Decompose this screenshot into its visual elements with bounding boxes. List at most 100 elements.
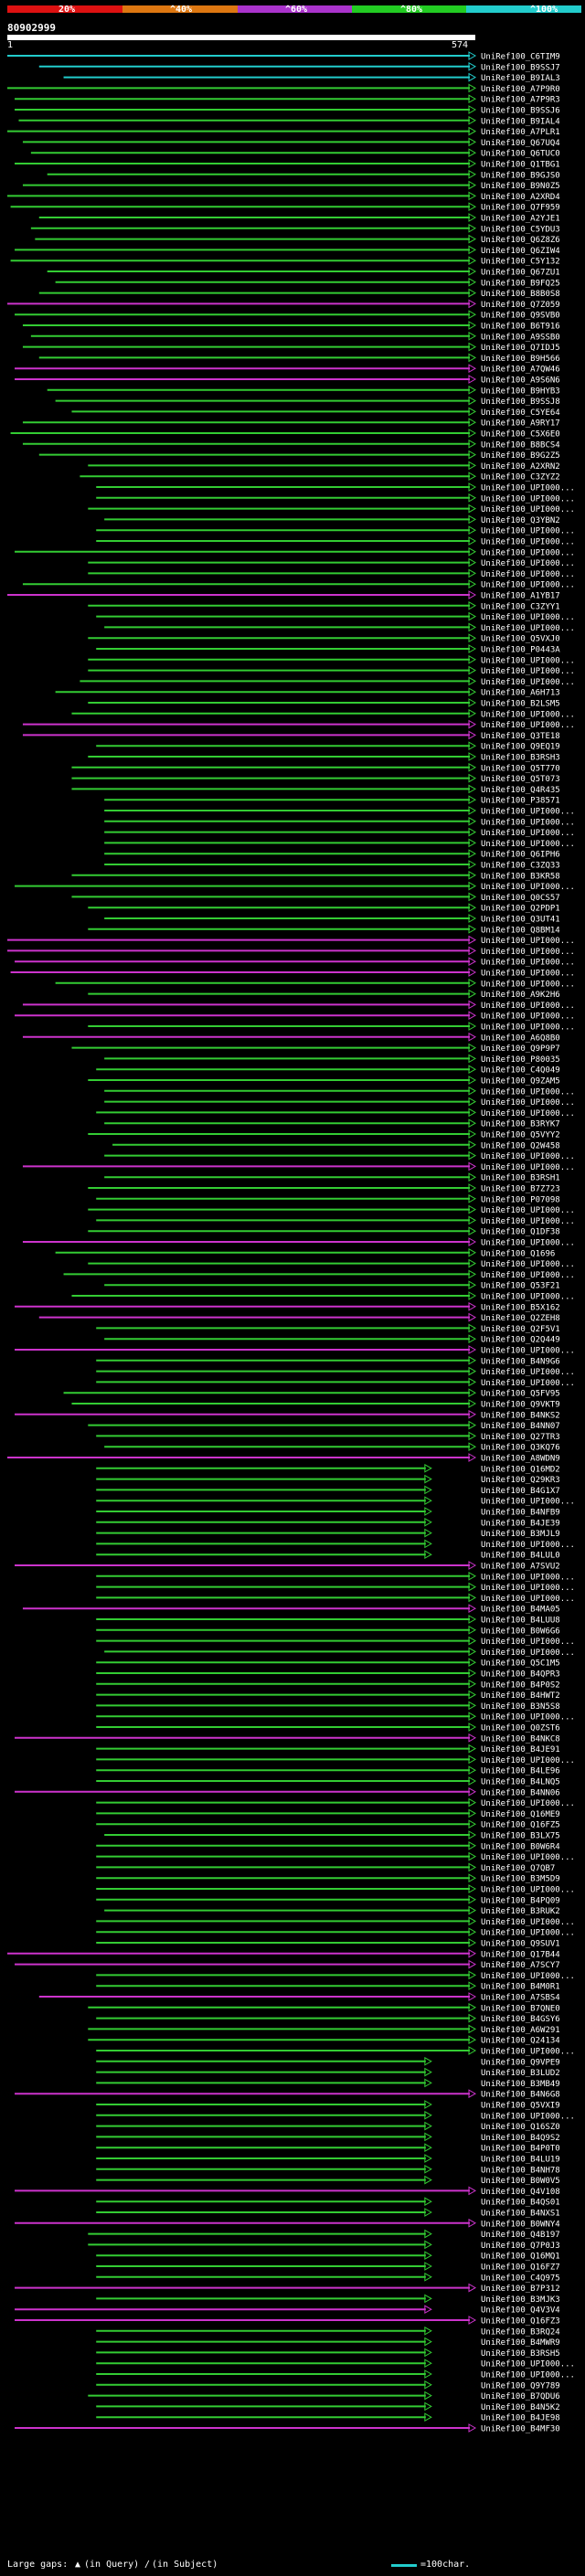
- hit-label[interactable]: UniRef100_B3LX75: [481, 1832, 560, 1841]
- hit-label[interactable]: UniRef100_C5YDU3: [481, 225, 560, 234]
- hit-label[interactable]: UniRef100_B4GSY6: [481, 2015, 560, 2024]
- hit-label[interactable]: UniRef100_Q8BM14: [481, 926, 560, 935]
- hit-label[interactable]: UniRef100_B3RYK7: [481, 1120, 560, 1129]
- hit-label[interactable]: UniRef100_B4MWR9: [481, 2338, 560, 2348]
- hit-label[interactable]: UniRef100_Q3TE18: [481, 732, 560, 741]
- hit-label[interactable]: UniRef100_A7QW46: [481, 366, 560, 375]
- hit-label[interactable]: UniRef100_Q6Z8Z6: [481, 236, 560, 245]
- hit-label[interactable]: UniRef100_B0W0V5: [481, 2177, 560, 2186]
- hit-label[interactable]: UniRef100_A7SBS4: [481, 1994, 560, 2003]
- hit-label[interactable]: UniRef100_P07098: [481, 1195, 560, 1204]
- hit-label[interactable]: UniRef100_B4N6G8: [481, 2091, 560, 2100]
- hit-label[interactable]: UniRef100_UPI000...: [481, 548, 575, 557]
- hit-label[interactable]: UniRef100_C3ZYY1: [481, 602, 560, 611]
- hit-label[interactable]: UniRef100_Q9P9P7: [481, 1044, 560, 1054]
- hit-label[interactable]: UniRef100_Q27TR3: [481, 1433, 560, 1442]
- hit-label[interactable]: UniRef100_Q1696: [481, 1249, 555, 1258]
- hit-label[interactable]: UniRef100_UPI000...: [481, 1271, 575, 1280]
- hit-label[interactable]: UniRef100_A6W291: [481, 2026, 560, 2035]
- hit-label[interactable]: UniRef100_Q53F21: [481, 1282, 560, 1291]
- hit-label[interactable]: UniRef100_C4Q975: [481, 2274, 560, 2283]
- hit-label[interactable]: UniRef100_B9N0Z5: [481, 182, 560, 191]
- hit-label[interactable]: UniRef100_UPI000...: [481, 624, 575, 633]
- hit-label[interactable]: UniRef100_A9SSB0: [481, 333, 560, 342]
- hit-label[interactable]: UniRef100_Q7F959: [481, 204, 560, 213]
- hit-label[interactable]: UniRef100_Q9EQ19: [481, 743, 560, 752]
- hit-label[interactable]: UniRef100_B4NXS1: [481, 2210, 560, 2219]
- hit-label[interactable]: UniRef100_Q17B44: [481, 1950, 560, 1959]
- hit-label[interactable]: UniRef100_A6Q8B0: [481, 1034, 560, 1043]
- hit-label[interactable]: UniRef100_Q16FZ3: [481, 2317, 560, 2327]
- hit-label[interactable]: UniRef100_B6T916: [481, 323, 560, 332]
- hit-label[interactable]: UniRef100_B3RSH1: [481, 1174, 560, 1183]
- hit-label[interactable]: UniRef100_Q16SZ0: [481, 2123, 560, 2132]
- hit-label[interactable]: UniRef100_B3MJL9: [481, 1530, 560, 1539]
- hit-label[interactable]: UniRef100_B8BCS4: [481, 440, 560, 450]
- hit-label[interactable]: UniRef100_UPI000...: [481, 1584, 575, 1593]
- hit-label[interactable]: UniRef100_B9SSJ8: [481, 398, 560, 407]
- hit-label[interactable]: UniRef100_Q2PDP1: [481, 905, 560, 914]
- hit-label[interactable]: UniRef100_UPI000...: [481, 1098, 575, 1108]
- hit-label[interactable]: UniRef100_A7SCY7: [481, 1961, 560, 1970]
- hit-label[interactable]: UniRef100_B4JE91: [481, 1745, 560, 1754]
- hit-label[interactable]: UniRef100_Q0ZST6: [481, 1724, 560, 1733]
- hit-label[interactable]: UniRef100_UPI000...: [481, 1087, 575, 1097]
- hit-label[interactable]: UniRef100_B4N9G6: [481, 1357, 560, 1366]
- hit-label[interactable]: UniRef100_Q5VXI9: [481, 2102, 560, 2111]
- hit-label[interactable]: UniRef100_UPI000...: [481, 494, 575, 504]
- hit-label[interactable]: UniRef100_UPI000...: [481, 656, 575, 665]
- hit-label[interactable]: UniRef100_Q16MD2: [481, 1465, 560, 1474]
- hit-label[interactable]: UniRef100_UPI000...: [481, 948, 575, 957]
- hit-label[interactable]: UniRef100_Q6TUC0: [481, 150, 560, 159]
- hit-label[interactable]: UniRef100_UPI000...: [481, 1918, 575, 1927]
- hit-label[interactable]: UniRef100_B0W6G6: [481, 1627, 560, 1636]
- hit-label[interactable]: UniRef100_UPI000...: [481, 570, 575, 579]
- hit-label[interactable]: UniRef100_B9SSJ6: [481, 107, 560, 116]
- hit-label[interactable]: UniRef100_Q4R435: [481, 786, 560, 795]
- hit-label[interactable]: UniRef100_Q2F5V1: [481, 1325, 560, 1334]
- hit-label[interactable]: UniRef100_B9G2Z5: [481, 451, 560, 461]
- hit-label[interactable]: UniRef100_B3LUD2: [481, 2069, 560, 2078]
- hit-label[interactable]: UniRef100_UPI000...: [481, 678, 575, 687]
- hit-label[interactable]: UniRef100_B9SSJ7: [481, 63, 560, 72]
- hit-label[interactable]: UniRef100_B2LSM5: [481, 700, 560, 709]
- hit-label[interactable]: UniRef100_UPI000...: [481, 808, 575, 817]
- hit-label[interactable]: UniRef100_B4M0R1: [481, 1983, 560, 1992]
- hit-label[interactable]: UniRef100_B7P312: [481, 2284, 560, 2294]
- hit-label[interactable]: UniRef100_B7QNE0: [481, 2004, 560, 2013]
- hit-label[interactable]: UniRef100_UPI000...: [481, 1648, 575, 1658]
- hit-label[interactable]: UniRef100_A1YB17: [481, 592, 560, 601]
- hit-label[interactable]: UniRef100_Q5T073: [481, 775, 560, 784]
- hit-label[interactable]: UniRef100_Q16FZ5: [481, 1821, 560, 1830]
- hit-label[interactable]: UniRef100_Q67ZU1: [481, 269, 560, 278]
- hit-label[interactable]: UniRef100_A6H713: [481, 689, 560, 698]
- hit-label[interactable]: UniRef100_P0443A: [481, 646, 560, 655]
- hit-label[interactable]: UniRef100_Q0CS57: [481, 894, 560, 903]
- hit-label[interactable]: UniRef100_UPI000...: [481, 581, 575, 590]
- hit-label[interactable]: UniRef100_Q7P0J3: [481, 2242, 560, 2251]
- hit-label[interactable]: UniRef100_UPI000...: [481, 2371, 575, 2380]
- hit-label[interactable]: UniRef100_B4NN06: [481, 1788, 560, 1797]
- hit-label[interactable]: UniRef100_B4LU19: [481, 2156, 560, 2165]
- hit-label[interactable]: UniRef100_Q2ZEH8: [481, 1314, 560, 1323]
- hit-label[interactable]: UniRef100_B3KR58: [481, 872, 560, 881]
- hit-label[interactable]: UniRef100_UPI000...: [481, 1023, 575, 1033]
- hit-label[interactable]: UniRef100_Q2Q449: [481, 1336, 560, 1345]
- hit-label[interactable]: UniRef100_UPI000...: [481, 840, 575, 849]
- hit-label[interactable]: UniRef100_Q29KR3: [481, 1476, 560, 1485]
- hit-label[interactable]: UniRef100_B4NKS2: [481, 1411, 560, 1420]
- hit-label[interactable]: UniRef100_Q7IDJ5: [481, 344, 560, 353]
- hit-label[interactable]: UniRef100_UPI000...: [481, 1595, 575, 1604]
- hit-label[interactable]: UniRef100_UPI000...: [481, 710, 575, 719]
- hit-label[interactable]: UniRef100_B0W6R4: [481, 1842, 560, 1851]
- hit-label[interactable]: UniRef100_UPI000...: [481, 937, 575, 946]
- hit-label[interactable]: UniRef100_Q6ZIW4: [481, 247, 560, 256]
- hit-label[interactable]: UniRef100_Q7QB7: [481, 1864, 555, 1873]
- hit-label[interactable]: UniRef100_Q67UQ4: [481, 139, 560, 148]
- hit-label[interactable]: UniRef100_UPI000...: [481, 721, 575, 730]
- hit-label[interactable]: UniRef100_B3RUK2: [481, 1907, 560, 1916]
- hit-label[interactable]: UniRef100_UPI000...: [481, 559, 575, 568]
- hit-label[interactable]: UniRef100_B4HWT2: [481, 1691, 560, 1701]
- hit-label[interactable]: UniRef100_Q7Z059: [481, 301, 560, 310]
- hit-label[interactable]: UniRef100_C3ZYZ2: [481, 473, 560, 482]
